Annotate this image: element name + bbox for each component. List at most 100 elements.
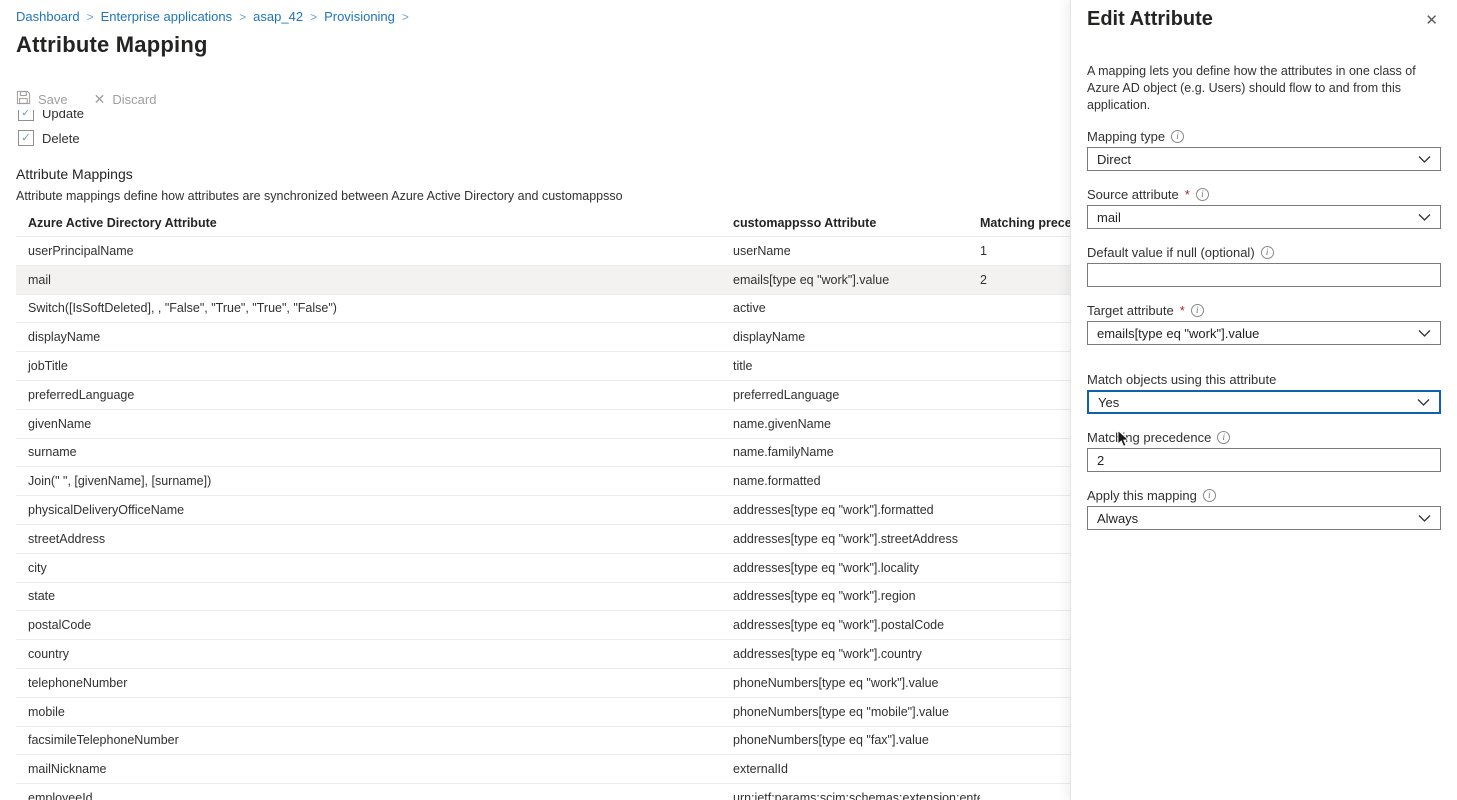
checkbox-update-label: Update (42, 110, 84, 121)
breadcrumb-link-asap-42[interactable]: asap_42 (253, 9, 304, 24)
panel-description: A mapping lets you define how the attrib… (1087, 64, 1416, 112)
required-asterisk: * (1179, 302, 1185, 318)
cell-matching-precedence: 2 (980, 272, 987, 287)
control-value: Always (1097, 510, 1139, 526)
label-text: Matching precedence (1087, 429, 1212, 445)
breadcrumb-separator: > (310, 9, 318, 24)
discard-button[interactable]: ✕ Discard (94, 91, 157, 108)
field-matching-precedence: Matching precedence i 2 (1087, 429, 1441, 472)
cell-aad-attribute: telephoneNumber (28, 675, 128, 690)
info-icon[interactable]: i (1260, 245, 1274, 259)
field-label-target-attribute: Target attribute * i (1087, 302, 1441, 318)
chevron-down-icon (1418, 155, 1431, 164)
cell-app-attribute: active (733, 301, 766, 316)
control-value: Yes (1098, 394, 1120, 410)
cell-app-attribute: title (733, 359, 753, 374)
cell-aad-attribute: mail (28, 272, 51, 287)
cell-aad-attribute: givenName (28, 416, 92, 431)
page-title: Attribute Mapping (16, 32, 208, 57)
cell-aad-attribute: mobile (28, 704, 65, 719)
cell-app-attribute: addresses[type eq "work"].locality (733, 560, 920, 575)
cell-app-attribute: addresses[type eq "work"].formatted (733, 503, 934, 518)
save-icon (16, 90, 31, 108)
info-icon[interactable]: i (1190, 303, 1204, 317)
discard-icon: ✕ (93, 90, 106, 107)
select-match-objects[interactable]: Yes (1087, 390, 1441, 414)
field-label-match-objects: Match objects using this attribute (1087, 371, 1441, 387)
cell-aad-attribute: streetAddress (28, 531, 106, 546)
chevron-down-icon (1418, 213, 1431, 222)
required-asterisk: * (1184, 186, 1190, 202)
breadcrumb-link-provisioning[interactable]: Provisioning (324, 9, 395, 24)
save-button[interactable]: Save (16, 90, 68, 108)
info-icon[interactable]: i (1217, 430, 1231, 444)
breadcrumb-separator: > (86, 9, 94, 24)
cell-app-attribute: name.familyName (733, 445, 834, 460)
cell-matching-precedence: 1 (980, 243, 987, 258)
checkbox-delete-box: ✓ (18, 130, 34, 146)
info-icon[interactable]: i (1171, 129, 1185, 143)
breadcrumb-separator: > (239, 9, 247, 24)
chevron-down-icon (1417, 398, 1430, 407)
cell-app-attribute: userName (733, 243, 791, 258)
cell-app-attribute: urn:ietf:params:scim:schemas:extension:e… (733, 791, 980, 800)
label-text: Default value if null (optional) (1087, 244, 1255, 260)
cell-aad-attribute: physicalDeliveryOfficeName (28, 503, 185, 518)
cell-app-attribute: addresses[type eq "work"].region (733, 589, 916, 604)
label-text: Target attribute (1087, 302, 1174, 318)
input-default-value-if-null[interactable] (1087, 263, 1441, 287)
cell-app-attribute: addresses[type eq "work"].streetAddress (733, 531, 958, 546)
control-value: mail (1097, 209, 1121, 225)
select-apply-this-mapping[interactable]: Always (1087, 506, 1441, 530)
cell-aad-attribute: postalCode (28, 618, 92, 633)
cell-aad-attribute: country (28, 647, 69, 662)
cell-app-attribute: externalId (733, 762, 788, 777)
cell-app-attribute: name.formatted (733, 474, 821, 489)
breadcrumb-link-dashboard[interactable]: Dashboard (16, 9, 80, 24)
cell-app-attribute: phoneNumbers[type eq "fax"].value (733, 733, 929, 748)
field-mapping-type: Mapping type i Direct (1087, 128, 1441, 171)
discard-label: Discard (112, 91, 157, 107)
cell-app-attribute: addresses[type eq "work"].country (733, 647, 922, 662)
control-value: emails[type eq "work"].value (1097, 325, 1260, 341)
field-label-mapping-type: Mapping type i (1087, 128, 1441, 144)
edit-attribute-panel: ✕ Edit Attribute A mapping lets you defi… (1070, 0, 1457, 800)
cell-aad-attribute: surname (28, 445, 77, 460)
section-description: Attribute mappings define how attributes… (16, 189, 623, 203)
cell-app-attribute: phoneNumbers[type eq "work"].value (733, 675, 939, 690)
cell-aad-attribute: preferredLanguage (28, 387, 135, 402)
cell-aad-attribute: mailNickname (28, 762, 107, 777)
label-text: Match objects using this attribute (1087, 371, 1277, 387)
field-match-objects: Match objects using this attribute Yes (1087, 371, 1441, 414)
field-label-source-attribute: Source attribute * i (1087, 186, 1441, 202)
cell-aad-attribute: employeeId (28, 791, 93, 800)
field-source-attribute: Source attribute * i mail (1087, 186, 1441, 229)
field-apply-this-mapping: Apply this mapping i Always (1087, 487, 1441, 530)
breadcrumb: Dashboard > Enterprise applications > asap_4… (16, 9, 409, 24)
save-label: Save (38, 91, 68, 107)
info-icon[interactable]: i (1195, 187, 1209, 201)
cell-app-attribute: addresses[type eq "work"].postalCode (733, 618, 945, 633)
select-target-attribute[interactable]: emails[type eq "work"].value (1087, 321, 1441, 345)
select-source-attribute[interactable]: mail (1087, 205, 1441, 229)
label-text: Mapping type (1087, 128, 1166, 144)
checkbox-update[interactable]: ✓ Update (18, 110, 84, 121)
cell-aad-attribute: state (28, 589, 56, 604)
cell-app-attribute: displayName (733, 330, 806, 345)
chevron-down-icon (1418, 514, 1431, 523)
breadcrumb-link-enterprise-applications[interactable]: Enterprise applications (100, 9, 233, 24)
select-mapping-type[interactable]: Direct (1087, 147, 1441, 171)
cell-aad-attribute: Switch([IsSoftDeleted], , "False", "True… (28, 301, 337, 316)
field-default-value-if-null: Default value if null (optional) i (1087, 244, 1441, 287)
control-value: Direct (1097, 151, 1131, 167)
input-matching-precedence[interactable]: 2 (1087, 448, 1441, 472)
field-label-default-value-if-null: Default value if null (optional) i (1087, 244, 1441, 260)
breadcrumb-separator: > (401, 9, 409, 24)
cell-app-attribute: phoneNumbers[type eq "mobile"].value (733, 704, 949, 719)
control-value: 2 (1097, 452, 1105, 468)
close-icon[interactable]: ✕ (1425, 12, 1438, 29)
checkbox-delete[interactable]: ✓ Delete (18, 130, 80, 146)
cell-app-attribute: preferredLanguage (733, 387, 840, 402)
info-icon[interactable]: i (1202, 488, 1216, 502)
